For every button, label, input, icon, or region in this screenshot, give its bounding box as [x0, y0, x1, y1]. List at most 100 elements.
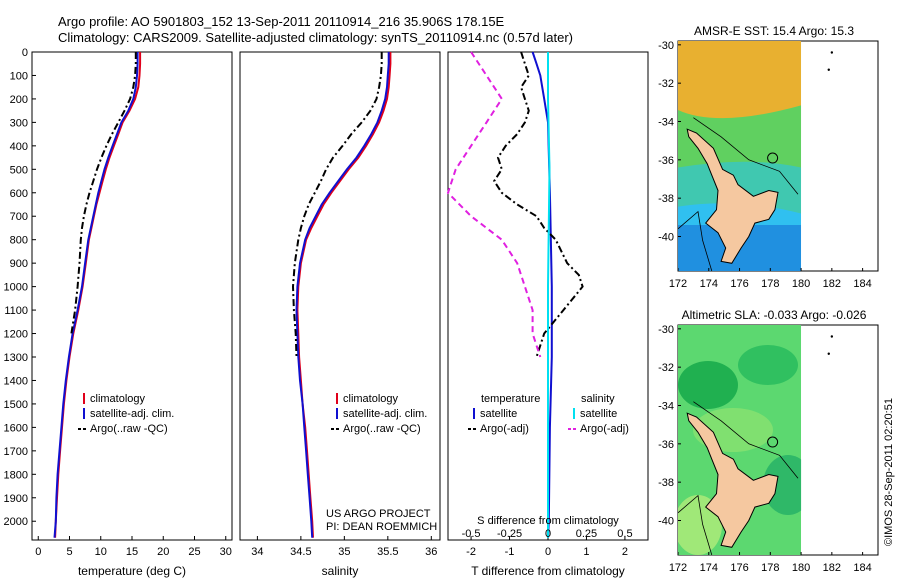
y-tick-label: -40	[658, 232, 674, 244]
x-tick-label: 36	[425, 546, 437, 558]
y-tick-label: 1900	[4, 493, 28, 505]
map-title: Altimetric SLA: -0.033 Argo: -0.026	[682, 308, 867, 322]
header-line-1: Argo profile: AO 5901803_152 13-Sep-2011…	[58, 14, 505, 29]
y-tick-label: 2000	[4, 516, 28, 528]
y-tick-label: 400	[10, 141, 28, 153]
land-polygon	[686, 128, 779, 264]
y-tick-label: 100	[10, 70, 28, 82]
x-tick-label: -2	[466, 546, 476, 558]
legend-label: satellite-adj. clim.	[343, 408, 427, 420]
island-marker	[827, 68, 830, 71]
x-tick-label: 2	[622, 546, 628, 558]
y-tick-label: -36	[658, 155, 674, 167]
bathymetry-contour	[693, 117, 799, 195]
bathymetry-contour	[677, 210, 713, 272]
plot-frame	[239, 51, 441, 541]
map-title: AMSR-E SST: 15.4 Argo: 15.3	[694, 24, 854, 38]
x-tick-label: 25	[188, 546, 200, 558]
legend-heading: salinity	[581, 393, 615, 405]
argo-position-marker	[767, 152, 779, 164]
legend-label: satellite-adj. clim.	[90, 408, 174, 420]
y-tick-label: 1100	[4, 305, 28, 317]
x-axis-label: T difference from climatology	[471, 564, 625, 578]
x-tick-label: 30	[220, 546, 232, 558]
y-tick-label: 1400	[4, 375, 28, 387]
s-tick-label: -0.25	[497, 528, 522, 540]
island-marker	[830, 335, 834, 338]
x-tick-label: 0	[35, 546, 41, 558]
s-axis-label: S difference from climatology	[477, 515, 619, 527]
island-marker	[830, 51, 834, 54]
y-tick-label: -40	[658, 516, 674, 528]
x-tick-label: 35.5	[377, 546, 398, 558]
sst-map-panel: AMSR-E SST: 15.4 Argo: 15.3 172 174 176 178 1…	[658, 24, 879, 290]
y-tick-label: 1500	[4, 399, 28, 411]
series-line-salinity-satellite	[547, 52, 551, 538]
island-marker	[827, 352, 830, 355]
legend-label: climatology	[90, 393, 146, 405]
s-tick-label: 0.5	[617, 528, 632, 540]
x-tick-label: 184	[853, 278, 871, 290]
x-tick-label: 174	[700, 562, 718, 574]
x-tick-label: 182	[823, 278, 841, 290]
field-blob	[738, 345, 798, 385]
s-tick-label: 0.25	[576, 528, 597, 540]
y-tick-label: -36	[658, 439, 674, 451]
x-tick-label: -1	[505, 546, 515, 558]
x-tick-label: 174	[700, 278, 718, 290]
x-tick-label: 35	[338, 546, 350, 558]
x-axis-label: temperature (deg C)	[78, 564, 186, 578]
y-tick-label: 500	[10, 164, 28, 176]
bathymetry-contour	[677, 494, 713, 556]
x-tick-label: 182	[823, 562, 841, 574]
x-axis-label: salinity	[322, 564, 359, 578]
x-tick-label: 172	[669, 278, 687, 290]
annotation-text: PI: DEAN ROEMMICH	[326, 521, 437, 533]
y-tick-label: 800	[10, 235, 28, 247]
y-tick-label: 1300	[4, 352, 28, 364]
y-tick-label: 700	[10, 211, 28, 223]
x-tick-label: 20	[157, 546, 169, 558]
argo-position-marker	[767, 436, 779, 448]
legend-label: Argo(..raw -QC)	[343, 423, 421, 435]
legend-heading: temperature	[481, 393, 540, 405]
x-tick-label: 34.5	[290, 546, 311, 558]
y-tick-label: 900	[10, 258, 28, 270]
s-tick-label: 0	[545, 528, 551, 540]
series-line-temperature-argo-adj-	[493, 51, 584, 358]
x-tick-label: 1	[583, 546, 589, 558]
series-line-salinity-argo-adj-	[446, 51, 542, 358]
y-tick-label: -32	[658, 78, 674, 90]
sla-map-panel: Altimetric SLA: -0.033 Argo: -0.026 172 17…	[658, 308, 879, 574]
y-tick-label: 1600	[4, 422, 28, 434]
land-polygon	[686, 412, 779, 548]
y-tick-label: 0	[22, 47, 28, 59]
legend-label: Argo(-adj)	[480, 423, 529, 435]
annotation-text: US ARGO PROJECT	[326, 508, 431, 520]
x-tick-label: 34	[251, 546, 263, 558]
y-tick-label: 1200	[4, 329, 28, 341]
bathymetry-contour	[693, 401, 799, 479]
difference-panel: -2 -1 0 1 2 -0.5 -0.25 0 0.25 0.5S difference fro…	[446, 51, 649, 578]
series-line-satellite-adj-clim-	[53, 52, 139, 538]
x-tick-label: 180	[792, 278, 810, 290]
y-tick-label: 1700	[4, 446, 28, 458]
salinity-panel: 34 34.5 35 35.5 36 salinity climatology satelli…	[239, 51, 441, 578]
series-line-satellite-adj-clim-	[295, 52, 390, 538]
s-tick-label: -0.5	[462, 528, 481, 540]
legend-label: satellite	[580, 408, 617, 420]
x-tick-label: 176	[730, 278, 748, 290]
temperature-panel: 0100200300400500600700800900100011001200…	[4, 47, 233, 578]
legend-label: climatology	[343, 393, 399, 405]
x-tick-label: 172	[669, 562, 687, 574]
x-tick-label: 178	[761, 278, 779, 290]
x-tick-label: 176	[730, 562, 748, 574]
y-tick-label: -30	[658, 40, 674, 52]
series-line-argo-raw-qc-	[291, 52, 383, 358]
y-tick-label: -34	[658, 401, 674, 413]
y-tick-label: -30	[658, 324, 674, 336]
x-tick-label: 180	[792, 562, 810, 574]
x-tick-label: 10	[95, 546, 107, 558]
header-line-2: Climatology: CARS2009. Satellite-adjuste…	[58, 30, 573, 45]
y-tick-label: -32	[658, 362, 674, 374]
